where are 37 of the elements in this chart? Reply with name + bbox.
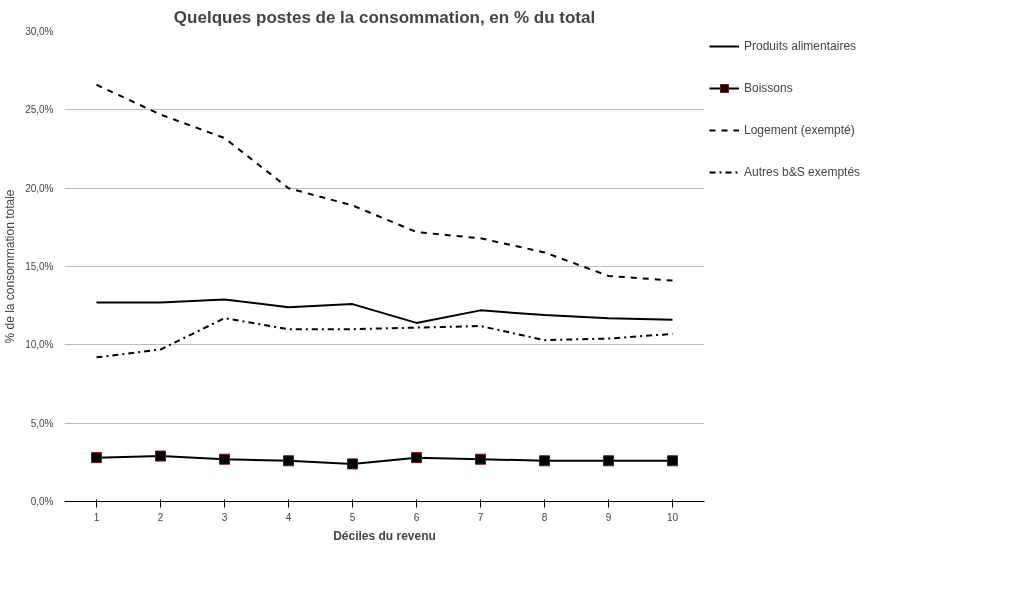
legend-label: Logement (exempté) [744, 123, 855, 137]
x-tick-label: 10 [666, 511, 679, 523]
chart-title: Quelques postes de la consommation, en % du total [173, 7, 596, 27]
x-tick-label: 5 [349, 511, 356, 523]
line-series [95, 317, 674, 359]
y-tick-label: 20,0% [25, 182, 54, 194]
point [475, 453, 486, 465]
x-tick-label: 4 [285, 511, 292, 523]
y-tick-label: 5,0% [30, 417, 54, 429]
point [347, 458, 358, 470]
x-tick-label: 7 [477, 511, 484, 523]
y-tick-label: 0,0% [30, 496, 54, 507]
y-tick-label: 25,0% [25, 104, 54, 116]
y-axis-title: % de la consommation totale [3, 189, 18, 344]
legend-label: Autres b&S exemptés [744, 165, 861, 179]
x-tick-label: 2 [157, 511, 164, 523]
x-tick-label: 1 [93, 511, 100, 523]
point [667, 455, 678, 467]
x-tick-label: 6 [413, 511, 420, 523]
point [411, 452, 422, 464]
x-tick-label: 3 [221, 511, 228, 523]
legend-label: Boissons [744, 81, 793, 95]
point [91, 452, 102, 464]
y-tick-label: 10,0% [25, 339, 54, 351]
point [283, 455, 294, 467]
point [539, 455, 550, 467]
x-tick-label: 9 [605, 511, 612, 523]
x-axis-title: Déciles du revenu [333, 528, 436, 543]
legend-label: Produits alimentaires [744, 39, 857, 53]
point [219, 453, 230, 465]
point [603, 455, 614, 467]
x-tick-label: 8 [541, 511, 548, 523]
line-series [95, 298, 674, 324]
line-series [95, 83, 674, 282]
point [155, 450, 166, 462]
y-tick-label: 15,0% [25, 261, 54, 272]
y-tick-label: 30,0% [25, 26, 54, 37]
